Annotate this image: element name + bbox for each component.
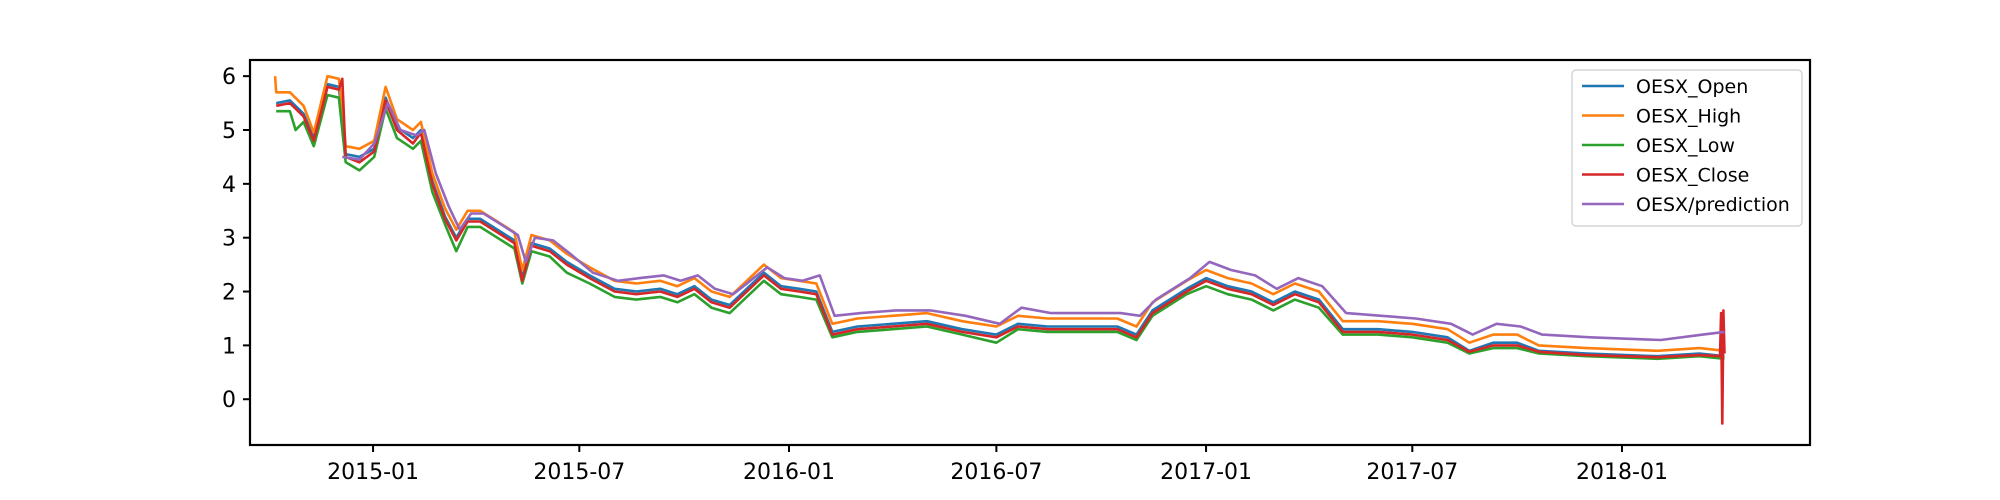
- x-axis: 2015-01 2015-07 2016-01 2016-07 2017-01 2017-…: [327, 445, 1668, 485]
- y-tick-label: 0: [222, 388, 236, 413]
- y-tick-label: 1: [222, 334, 236, 359]
- series-layer: [273, 74, 1726, 425]
- x-tick-label: 2017-01: [1160, 460, 1252, 485]
- x-tick-label: 2017-07: [1366, 460, 1458, 485]
- x-tick-label: 2016-01: [743, 460, 835, 485]
- y-tick-label: 4: [222, 173, 236, 198]
- series-line-oesx-close: [275, 77, 1726, 425]
- legend-label: OESX/prediction: [1636, 194, 1790, 216]
- x-tick-label: 2015-01: [327, 460, 419, 485]
- legend-label: OESX_High: [1636, 106, 1741, 128]
- plot-area-frame: [248, 58, 1812, 447]
- legend: OESX_Open OESX_High OESX_Low OESX_Close OESX…: [1571, 69, 1803, 227]
- legend-box: [1571, 69, 1803, 227]
- x-tick-label: 2016-07: [950, 460, 1042, 485]
- y-tick-label: 5: [222, 119, 236, 144]
- legend-label: OESX_Close: [1636, 165, 1749, 187]
- series-line-oesx-open: [275, 82, 1725, 358]
- legend-label: OESX_Low: [1636, 135, 1735, 157]
- y-tick-label: 6: [222, 65, 236, 90]
- x-tick-label: 2018-01: [1576, 460, 1668, 485]
- y-tick-label: 2: [222, 281, 236, 306]
- y-axis: 0 1 2 3 4 5 6: [222, 65, 250, 413]
- legend-label: OESX_Open: [1636, 76, 1748, 98]
- x-tick-label: 2015-07: [533, 460, 625, 485]
- y-tick-label: 3: [222, 227, 236, 252]
- series-line-oesx-high: [273, 74, 1725, 353]
- series-line-oesx-prediction: [342, 101, 1725, 342]
- series-line-oesx-low: [276, 93, 1725, 361]
